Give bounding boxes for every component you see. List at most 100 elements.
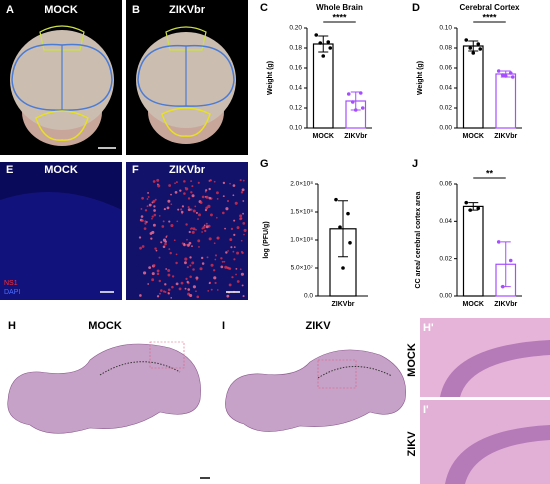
speck — [148, 203, 152, 207]
speck — [174, 182, 176, 185]
speck — [205, 225, 209, 229]
speck — [144, 220, 147, 223]
speck — [146, 198, 149, 200]
x-tick-label: ZIKVbr — [332, 301, 355, 308]
significance-label: **** — [332, 12, 347, 22]
outline — [39, 25, 85, 51]
panel-letter: I' — [423, 404, 429, 416]
x-tick-label: MOCK — [463, 301, 484, 308]
speck — [225, 207, 229, 211]
speck — [192, 268, 195, 271]
tissue — [445, 425, 550, 484]
speck — [192, 227, 196, 231]
speck — [242, 221, 246, 225]
speck — [212, 269, 216, 272]
panel-h: H MOCK — [7, 320, 210, 479]
speck — [143, 227, 147, 230]
speck — [158, 292, 161, 295]
y-tick-label: 0.00 — [439, 293, 452, 300]
panel-letter: C — [260, 2, 268, 14]
data-point — [328, 46, 333, 50]
data-point — [334, 197, 338, 202]
speck — [214, 254, 218, 257]
speck — [241, 251, 244, 255]
speck — [240, 191, 244, 194]
speck — [158, 279, 162, 283]
speck — [230, 246, 233, 249]
outline — [137, 44, 235, 107]
speck — [154, 247, 157, 250]
speck — [152, 264, 156, 267]
panel-label: ZIKVbr — [169, 4, 206, 16]
speck — [230, 227, 234, 230]
data-point — [358, 91, 363, 95]
speck — [202, 225, 206, 229]
speck — [194, 205, 197, 208]
speck — [190, 180, 193, 183]
speck — [153, 213, 157, 217]
speck — [195, 211, 198, 214]
speck — [197, 218, 199, 220]
x-tick-label: MOCK — [313, 133, 334, 140]
speck — [180, 281, 184, 285]
y-tick-label: 0.10 — [289, 125, 302, 132]
data-point — [341, 266, 345, 270]
speck — [195, 290, 197, 293]
speck — [223, 260, 226, 263]
speck — [195, 276, 199, 280]
speck — [240, 272, 244, 276]
panel-letter: I — [222, 320, 225, 332]
y-tick-label: 0.14 — [289, 85, 302, 92]
speck — [156, 272, 160, 276]
data-point — [346, 92, 351, 96]
data-point — [348, 241, 352, 245]
speck — [224, 227, 226, 230]
speck — [234, 201, 238, 205]
speck — [186, 238, 188, 241]
speck — [236, 226, 240, 230]
y-axis-label: Weight (g) — [267, 61, 274, 95]
panel-letter: J — [412, 158, 418, 170]
speck — [185, 223, 188, 226]
stain-label: DAPI — [4, 289, 20, 296]
speck — [205, 189, 208, 192]
speck — [173, 239, 176, 242]
speck — [192, 285, 196, 289]
speck — [221, 260, 224, 263]
speck — [191, 194, 195, 198]
data-point — [500, 284, 505, 289]
outline — [35, 110, 89, 141]
speck — [163, 207, 166, 211]
data-point — [496, 69, 501, 73]
speck — [229, 238, 233, 242]
error-bar — [318, 35, 329, 53]
speck — [175, 181, 178, 184]
speck — [185, 277, 188, 281]
x-tick-label: ZIKVbr — [344, 133, 367, 140]
speck — [187, 288, 191, 291]
speck — [189, 264, 192, 267]
speck — [216, 289, 219, 291]
speck — [192, 209, 196, 213]
speck — [170, 297, 173, 299]
speck — [188, 241, 192, 245]
speck — [150, 237, 153, 240]
tissue — [440, 340, 550, 397]
speck — [198, 213, 201, 217]
speck — [233, 219, 236, 222]
speck — [205, 206, 209, 210]
brain-section — [7, 343, 201, 434]
y-tick-label: 2.0×10⁸ — [290, 181, 313, 188]
speck — [206, 256, 209, 259]
inset-box — [149, 341, 185, 369]
speck — [227, 250, 229, 252]
speck — [170, 203, 173, 206]
speck — [189, 294, 193, 298]
cell-layer — [317, 366, 393, 379]
speck — [147, 196, 150, 198]
speck — [144, 209, 148, 212]
speck — [204, 208, 208, 212]
speck — [200, 256, 204, 260]
y-tick-label: 0.16 — [289, 65, 302, 72]
